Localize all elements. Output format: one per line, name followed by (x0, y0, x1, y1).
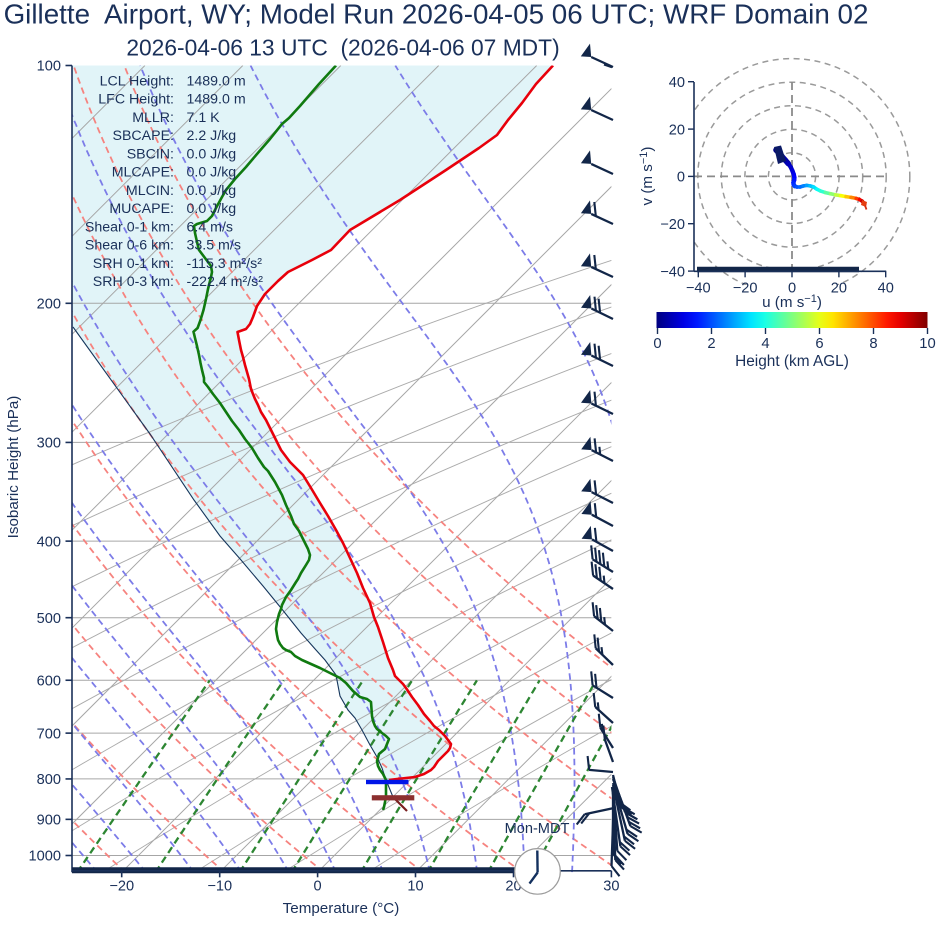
svg-text:2026-04-06 13 UTC (2026-04-06: 2026-04-06 13 UTC (2026-04-06 07 MDT) (126, 35, 559, 61)
svg-text:0.0 J/kg: 0.0 J/kg (187, 183, 237, 199)
svg-text:0.0 J/kg: 0.0 J/kg (187, 201, 237, 217)
svg-text:40: 40 (878, 280, 894, 296)
svg-text:300: 300 (37, 436, 61, 452)
svg-text:2: 2 (707, 336, 715, 352)
svg-text:0.0 J/kg: 0.0 J/kg (187, 165, 237, 181)
svg-text:Height (km AGL): Height (km AGL) (735, 353, 849, 370)
svg-text:500: 500 (37, 611, 61, 627)
svg-text:20: 20 (669, 122, 685, 138)
svg-text:33.5 m/s: 33.5 m/s (187, 238, 241, 254)
svg-text:Shear 0-1 km:: Shear 0-1 km: (85, 219, 174, 235)
svg-text:10: 10 (919, 336, 935, 352)
svg-text:LCL Height:: LCL Height: (100, 73, 174, 89)
svg-text:Gillette Airport, WY; Model R: Gillette Airport, WY; Model Run 2026-04-… (4, 0, 869, 30)
svg-text:800: 800 (37, 772, 61, 788)
svg-text:-115.3 m²/s²: -115.3 m²/s² (187, 256, 263, 272)
svg-text:2.2 J/kg: 2.2 J/kg (187, 128, 237, 144)
svg-text:MUCAPE:: MUCAPE: (109, 201, 174, 217)
svg-text:20: 20 (831, 280, 847, 296)
svg-text:−20: −20 (660, 217, 685, 233)
svg-text:40: 40 (669, 75, 685, 91)
svg-text:900: 900 (37, 813, 61, 829)
svg-text:-222.4 m²/s²: -222.4 m²/s² (187, 274, 264, 290)
svg-text:−20: −20 (109, 879, 134, 895)
svg-text:0: 0 (314, 879, 322, 895)
svg-text:0.0 J/kg: 0.0 J/kg (187, 146, 237, 162)
svg-text:8: 8 (869, 336, 877, 352)
svg-text:Mon-MDT: Mon-MDT (505, 821, 570, 837)
svg-text:MLCIN:: MLCIN: (126, 183, 174, 199)
svg-text:−40: −40 (686, 280, 711, 296)
svg-text:30: 30 (603, 879, 619, 895)
svg-text:−20: −20 (733, 280, 758, 296)
svg-text:MLCAPE:: MLCAPE: (112, 165, 174, 181)
svg-text:0: 0 (653, 336, 661, 352)
svg-text:LFC Height:: LFC Height: (98, 92, 174, 108)
svg-text:1000: 1000 (29, 849, 61, 865)
svg-text:10: 10 (407, 879, 423, 895)
svg-text:SBCAPE:: SBCAPE: (112, 128, 174, 144)
svg-text:MLLR:: MLLR: (132, 110, 174, 126)
svg-text:7.1 K: 7.1 K (187, 110, 221, 126)
svg-text:6: 6 (815, 336, 823, 352)
svg-text:600: 600 (37, 673, 61, 689)
svg-text:700: 700 (37, 726, 61, 742)
svg-text:Shear 0-6 km:: Shear 0-6 km: (85, 238, 174, 254)
svg-text:0: 0 (677, 170, 685, 186)
svg-text:SRH 0-1 km:: SRH 0-1 km: (93, 256, 174, 272)
svg-text:200: 200 (37, 297, 61, 313)
svg-text:4: 4 (761, 336, 769, 352)
svg-text:1489.0 m: 1489.0 m (187, 92, 246, 108)
svg-text:1489.0 m: 1489.0 m (187, 73, 246, 89)
svg-text:Temperature (°C): Temperature (°C) (283, 900, 400, 917)
svg-text:Isobaric Height (hPa): Isobaric Height (hPa) (5, 396, 22, 539)
svg-text:−10: −10 (207, 879, 232, 895)
svg-text:SRH 0-3 km:: SRH 0-3 km: (93, 274, 174, 290)
svg-text:−40: −40 (660, 264, 685, 280)
svg-text:400: 400 (37, 534, 61, 550)
svg-text:6.4 m/s: 6.4 m/s (187, 219, 234, 235)
svg-text:SBCIN:: SBCIN: (127, 146, 174, 162)
svg-text:100: 100 (37, 59, 61, 75)
